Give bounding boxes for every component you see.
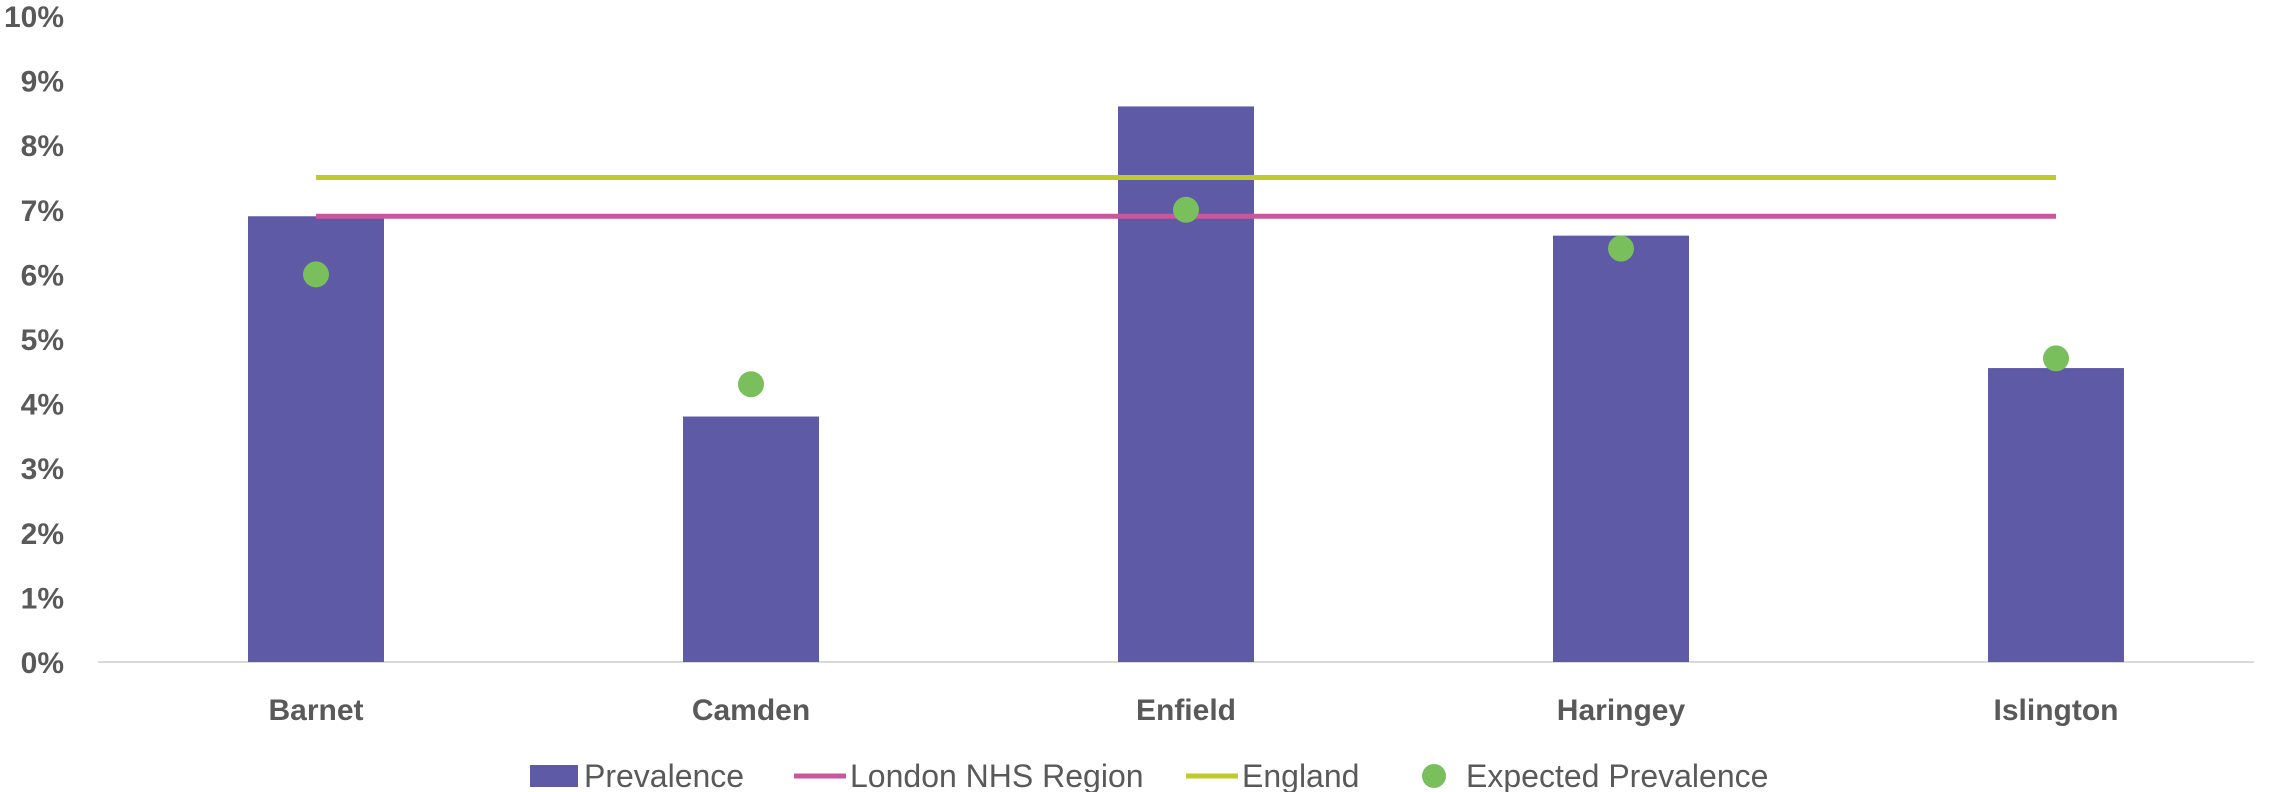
x-category-label: Haringey [1557, 694, 1686, 727]
legend: Prevalence London NHS Region England Expect… [530, 758, 1768, 792]
x-category-label: Camden [692, 694, 810, 727]
prevalence-bar [1988, 368, 2124, 662]
x-axis-labels: Barnet Camden Enfield Haringey Islington [268, 694, 2118, 727]
legend-label: Expected Prevalence [1466, 758, 1768, 792]
prevalence-bar [248, 216, 384, 662]
expected-prevalence-marker [738, 371, 764, 398]
x-category-label: Enfield [1136, 694, 1236, 727]
prevalence-bar [683, 416, 819, 662]
legend-label: London NHS Region [850, 758, 1144, 792]
y-tick-label: 8% [21, 130, 64, 163]
bar-series [248, 106, 2124, 662]
y-tick-label: 2% [21, 518, 64, 551]
y-axis-ticks: 0% 1% 2% 3% 4% 5% 6% 7% 8% 9% 10% [4, 1, 64, 680]
x-category-label: Barnet [268, 694, 363, 727]
expected-prevalence-marker [2043, 345, 2069, 372]
y-tick-label: 9% [21, 66, 64, 99]
prevalence-bar [1553, 235, 1689, 662]
x-category-label: Islington [1994, 694, 2119, 727]
y-tick-label: 7% [21, 195, 64, 228]
y-tick-label: 5% [21, 324, 64, 357]
legend-swatch-prevalence [530, 765, 578, 787]
y-tick-label: 10% [4, 1, 64, 34]
legend-label: England [1242, 758, 1359, 792]
y-tick-label: 3% [21, 453, 64, 486]
y-tick-label: 0% [21, 647, 64, 680]
expected-prevalence-marker [1608, 235, 1634, 262]
y-tick-label: 1% [21, 582, 64, 615]
expected-prevalence-marker [303, 261, 329, 288]
legend-swatch-expected-prevalence [1422, 764, 1446, 788]
expected-prevalence-marker [1173, 196, 1199, 223]
prevalence-bar [1118, 106, 1254, 662]
y-tick-label: 4% [21, 389, 64, 422]
legend-label: Prevalence [584, 758, 744, 792]
marker-series [303, 196, 2069, 398]
y-tick-label: 6% [21, 259, 64, 292]
